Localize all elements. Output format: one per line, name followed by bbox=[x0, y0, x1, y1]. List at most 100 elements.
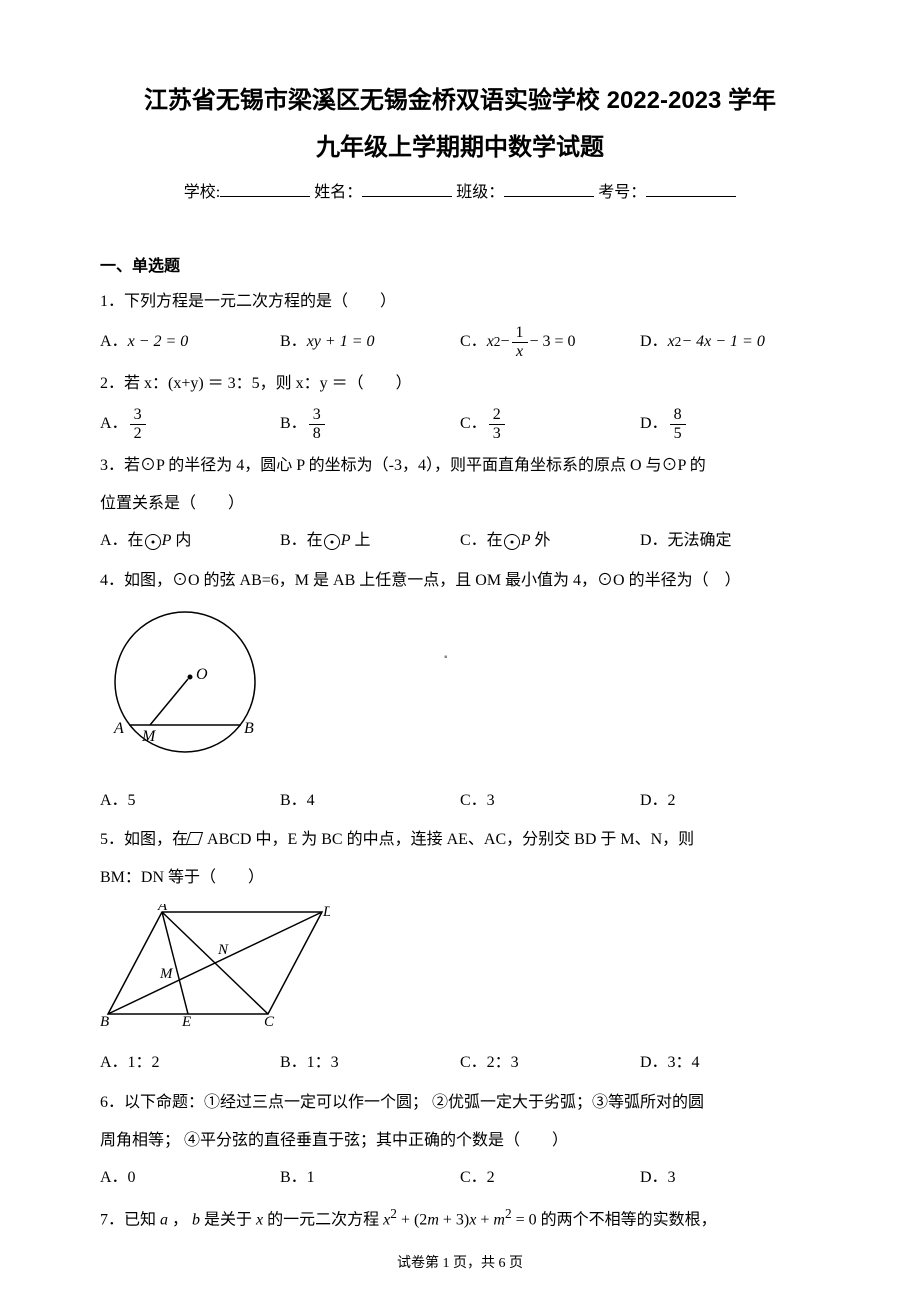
q4-label-a: A bbox=[113, 720, 124, 737]
q4-opt-b: B．4 bbox=[280, 786, 460, 816]
circle-icon bbox=[145, 534, 161, 550]
q3-a-pre: A．在 bbox=[100, 526, 144, 556]
q7-mv2: m bbox=[493, 1211, 505, 1228]
q6-opt-b: B．1 bbox=[280, 1163, 460, 1193]
q2-c-num: 2 bbox=[489, 406, 505, 425]
q4-stem: 4．如图，⊙O 的弦 AB=6，M 是 AB 上任意一点，且 OM 最小值为 4… bbox=[100, 565, 820, 597]
q7-em1: + (2 bbox=[401, 1211, 427, 1228]
q5-svg: A D B C E M N bbox=[100, 904, 330, 1029]
q4-om-line bbox=[150, 679, 188, 725]
q4-opt-a: A．5 bbox=[100, 786, 280, 816]
q2-d-label: D． bbox=[640, 409, 668, 439]
q2-c-label: C． bbox=[460, 409, 487, 439]
q4-label-m: M bbox=[141, 728, 157, 745]
q3-c-p: P bbox=[521, 526, 531, 556]
q5-stem1-pre: 5．如图，在 bbox=[100, 831, 188, 848]
q1-opt-c-label: C． bbox=[460, 327, 487, 357]
q5-c: C bbox=[264, 1014, 275, 1029]
q3-stem1: 3．若⊙P 的半径为 4，圆心 P 的坐标为（-3，4），则平面直角坐标系的原点… bbox=[100, 450, 820, 482]
q6-opt-d: D．3 bbox=[640, 1163, 820, 1193]
q1-c-den: x bbox=[512, 343, 528, 361]
q7-em2: + 3) bbox=[439, 1211, 469, 1228]
exam-page: 江苏省无锡市梁溪区无锡金桥双语实验学校 2022-2023 学年 九年级上学期期… bbox=[0, 0, 920, 1302]
q1-d-end: − 4x − 1 = 0 bbox=[681, 327, 765, 357]
q6-stem2: 周角相等； ④平分弦的直径垂直于弦；其中正确的个数是（ ） bbox=[100, 1125, 820, 1157]
q3-opt-a: A．在 P 内 bbox=[100, 526, 280, 556]
q1-opt-b: B． xy + 1 = 0 bbox=[280, 324, 460, 360]
q2-b-label: B． bbox=[280, 409, 307, 439]
q1-b-body: xy + 1 = 0 bbox=[307, 327, 375, 357]
q3-c-suf: 外 bbox=[534, 526, 550, 556]
q2-a-label: A． bbox=[100, 409, 128, 439]
q3-d-text: D．无法确定 bbox=[640, 526, 732, 556]
circle-icon bbox=[324, 534, 340, 550]
title-line-1: 江苏省无锡市梁溪区无锡金桥双语实验学校 2022-2023 学年 bbox=[100, 80, 820, 115]
label-class: 班级： bbox=[456, 184, 504, 201]
q5-a: A bbox=[157, 904, 168, 914]
q7-post: 的两个不相等的实数根， bbox=[541, 1211, 717, 1228]
q7-mv1: m bbox=[427, 1211, 439, 1228]
q2-opt-c: C． 23 bbox=[460, 406, 640, 442]
q1-opt-a-label: A． bbox=[100, 327, 128, 357]
q3-opt-d: D．无法确定 bbox=[640, 526, 820, 556]
q7-m3: 的一元二次方程 bbox=[267, 1211, 383, 1228]
q1-c-end: − 3 = 0 bbox=[530, 327, 576, 357]
q7-a: a bbox=[160, 1211, 168, 1228]
q4-svg: O A B M bbox=[100, 607, 270, 767]
q7-b: b bbox=[192, 1211, 200, 1228]
q1-a-body: x − 2 = 0 bbox=[128, 327, 189, 357]
q3-b-suf: 上 bbox=[354, 526, 370, 556]
q3-b-pre: B．在 bbox=[280, 526, 323, 556]
title-line-2: 九年级上学期期中数学试题 bbox=[100, 127, 820, 162]
parallelogram-icon bbox=[186, 832, 203, 845]
label-name: 姓名： bbox=[314, 184, 362, 201]
q7-pre: 7．已知 bbox=[100, 1211, 156, 1228]
q1-stem: 1．下列方程是一元二次方程的是（ ） bbox=[100, 286, 820, 318]
student-info-line: 学校: 姓名： 班级： 考号： bbox=[100, 178, 820, 202]
q5-opt-c: C．2：3 bbox=[460, 1048, 640, 1078]
q5-m: M bbox=[159, 966, 174, 982]
q7-sup-a: 2 bbox=[390, 1206, 397, 1221]
q7-x: x bbox=[256, 1211, 263, 1228]
q2-opt-b: B． 38 bbox=[280, 406, 460, 442]
q3-b-p: P bbox=[341, 526, 351, 556]
q3-opt-c: C．在 P 外 bbox=[460, 526, 640, 556]
q5-stem2: BM：DN 等于（ ） bbox=[100, 862, 820, 894]
section-header: 一、单选题 bbox=[100, 252, 820, 276]
q1-d-sup: 2 bbox=[675, 329, 682, 354]
q4-label-o: O bbox=[196, 666, 208, 683]
q3-options: A．在 P 内 B．在 P 上 C．在 P 外 D．无法确定 bbox=[100, 526, 820, 556]
q4-opt-d: D．2 bbox=[640, 786, 820, 816]
q2-d-num: 8 bbox=[670, 406, 686, 425]
q3-a-suf: 内 bbox=[175, 526, 191, 556]
q2-a-frac: 32 bbox=[130, 406, 146, 442]
q5-options: A．1：2 B．1：3 C．2：3 D．3：4 bbox=[100, 1048, 820, 1078]
q4-figure: O A B M bbox=[100, 607, 820, 772]
q7-sup-b: 2 bbox=[505, 1206, 512, 1221]
q1-opt-a: A． x − 2 = 0 bbox=[100, 324, 280, 360]
q3-c-pre: C．在 bbox=[460, 526, 503, 556]
blank-school bbox=[220, 180, 310, 197]
q4-opt-c: C．3 bbox=[460, 786, 640, 816]
page-footer: 试卷第 1 页，共 6 页 bbox=[0, 1252, 920, 1272]
q5-figure: A D B C E M N bbox=[100, 904, 820, 1034]
q1-opt-b-label: B． bbox=[280, 327, 307, 357]
q2-options: A． 32 B． 38 C． 23 D． 85 bbox=[100, 406, 820, 442]
q6-opt-a: A．0 bbox=[100, 1163, 280, 1193]
q5-n: N bbox=[217, 942, 229, 958]
q5-stem1-post: ABCD 中，E 为 BC 的中点，连接 AE、AC，分别交 BD 于 M、N，… bbox=[203, 831, 694, 848]
q2-c-frac: 23 bbox=[489, 406, 505, 442]
q2-b-frac: 38 bbox=[309, 406, 325, 442]
q5-ae bbox=[162, 912, 188, 1014]
q4-options: A．5 B．4 C．3 D．2 bbox=[100, 786, 820, 816]
label-exam-no: 考号： bbox=[598, 184, 646, 201]
blank-exam-no bbox=[646, 180, 736, 197]
q3-a-p: P bbox=[162, 526, 172, 556]
q3-opt-b: B．在 P 上 bbox=[280, 526, 460, 556]
q7-em3: + bbox=[476, 1211, 493, 1228]
q7-m2: 是关于 bbox=[204, 1211, 256, 1228]
q1-opt-c: C． x2 − 1 x − 3 = 0 bbox=[460, 324, 640, 360]
q1-c-sup: 2 bbox=[494, 329, 501, 354]
q7-stem: 7．已知 a ， b 是关于 x 的一元二次方程 x2 + (2m + 3)x … bbox=[100, 1201, 820, 1236]
q2-a-num: 3 bbox=[130, 406, 146, 425]
